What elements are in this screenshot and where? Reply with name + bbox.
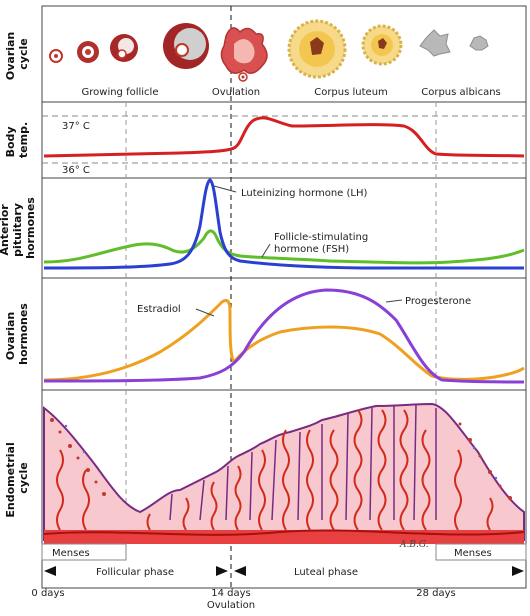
growing-follicle-small (77, 41, 99, 63)
corpus-albicans-large (419, 29, 451, 57)
temperature-curve (43, 116, 525, 158)
title-endometrial-2: cycle (17, 462, 30, 493)
label-fsh-2: hormone (FSH) (274, 244, 349, 255)
axis-day-0: 0 days (31, 588, 64, 599)
title-endometrial-1: Endometrial (4, 442, 17, 517)
estradiol-leader (195, 308, 215, 317)
label-menses-left: Menses (52, 548, 90, 559)
follicular-arrow (44, 566, 228, 576)
label-corpus-albicans: Corpus albicans (421, 87, 501, 98)
svg-text:Anterior pituitary hor: Anterior pituitary hormones (0, 197, 37, 259)
corpus-luteum-large (287, 19, 347, 79)
basal-artery (43, 529, 525, 536)
growing-follicle-medium (110, 34, 138, 62)
svg-text:Endometrial cycle: Endometrial cycle (4, 438, 30, 517)
spiral-arteries (56, 409, 494, 531)
corpus-albicans-small (469, 35, 489, 51)
label-progesterone: Progesterone (405, 296, 471, 307)
label-estradiol: Estradiol (137, 304, 181, 315)
label-luteal-phase: Luteal phase (294, 567, 358, 578)
title-pituitary-3: hormones (24, 197, 37, 259)
menses-box-right (435, 543, 527, 561)
svg-text:Ovarian hormones: Ovarian hormones (4, 303, 30, 365)
title-ovarian-cycle-1: Ovarian (4, 32, 17, 80)
progesterone-curve (43, 288, 525, 384)
progesterone-leader (385, 299, 403, 303)
ovulation-follicle (220, 27, 268, 82)
endometrium (43, 402, 525, 544)
signature: A.B.G. (399, 540, 429, 550)
lh-curve (43, 178, 524, 270)
axis-day-28: 28 days (416, 588, 456, 599)
axis-day-14: 14 days (211, 588, 251, 599)
label-fsh-1: Follicle-stimulating (274, 232, 368, 243)
fsh-curve (43, 229, 525, 265)
menses-box-left (41, 543, 127, 561)
title-pituitary-1: Anterior (0, 204, 11, 256)
svg-text:Ovarian cycle: Ovarian cycle (4, 28, 30, 80)
title-body-temp-2: temp. (17, 122, 30, 158)
title-ovarian-hormones-1: Ovarian (4, 312, 17, 360)
panel-ovarian-hormones (41, 277, 527, 391)
axis-ovulation: Ovulation (207, 600, 255, 611)
panel-body-temp (41, 101, 527, 179)
corpus-luteum-small (361, 24, 403, 66)
endometrial-glands (169, 404, 437, 521)
mature-follicle (163, 23, 209, 69)
svg-text:Body temp.: Body temp. (4, 122, 30, 158)
estradiol-curve (43, 299, 525, 382)
title-body-temp-1: Body (4, 126, 17, 157)
label-ovulation: Ovulation (212, 87, 260, 98)
label-lh: Luteinizing hormone (LH) (241, 188, 368, 199)
label-growing-follicle: Growing follicle (82, 87, 159, 98)
lh-leader (213, 185, 237, 193)
title-ovarian-hormones-2: hormones (17, 303, 30, 365)
temp-low-label: 36° C (62, 165, 90, 176)
temp-high-label: 37° C (62, 121, 90, 132)
label-menses-right: Menses (454, 548, 492, 559)
shedding-debris (50, 418, 512, 500)
label-corpus-luteum: Corpus luteum (314, 87, 388, 98)
title-pituitary-2: pituitary (11, 203, 24, 257)
title-ovarian-cycle-2: cycle (17, 38, 30, 69)
fsh-leader (261, 243, 271, 258)
luteal-arrow (234, 566, 524, 576)
label-follicular-phase: Follicular phase (96, 567, 174, 578)
primordial-follicle (49, 49, 63, 63)
